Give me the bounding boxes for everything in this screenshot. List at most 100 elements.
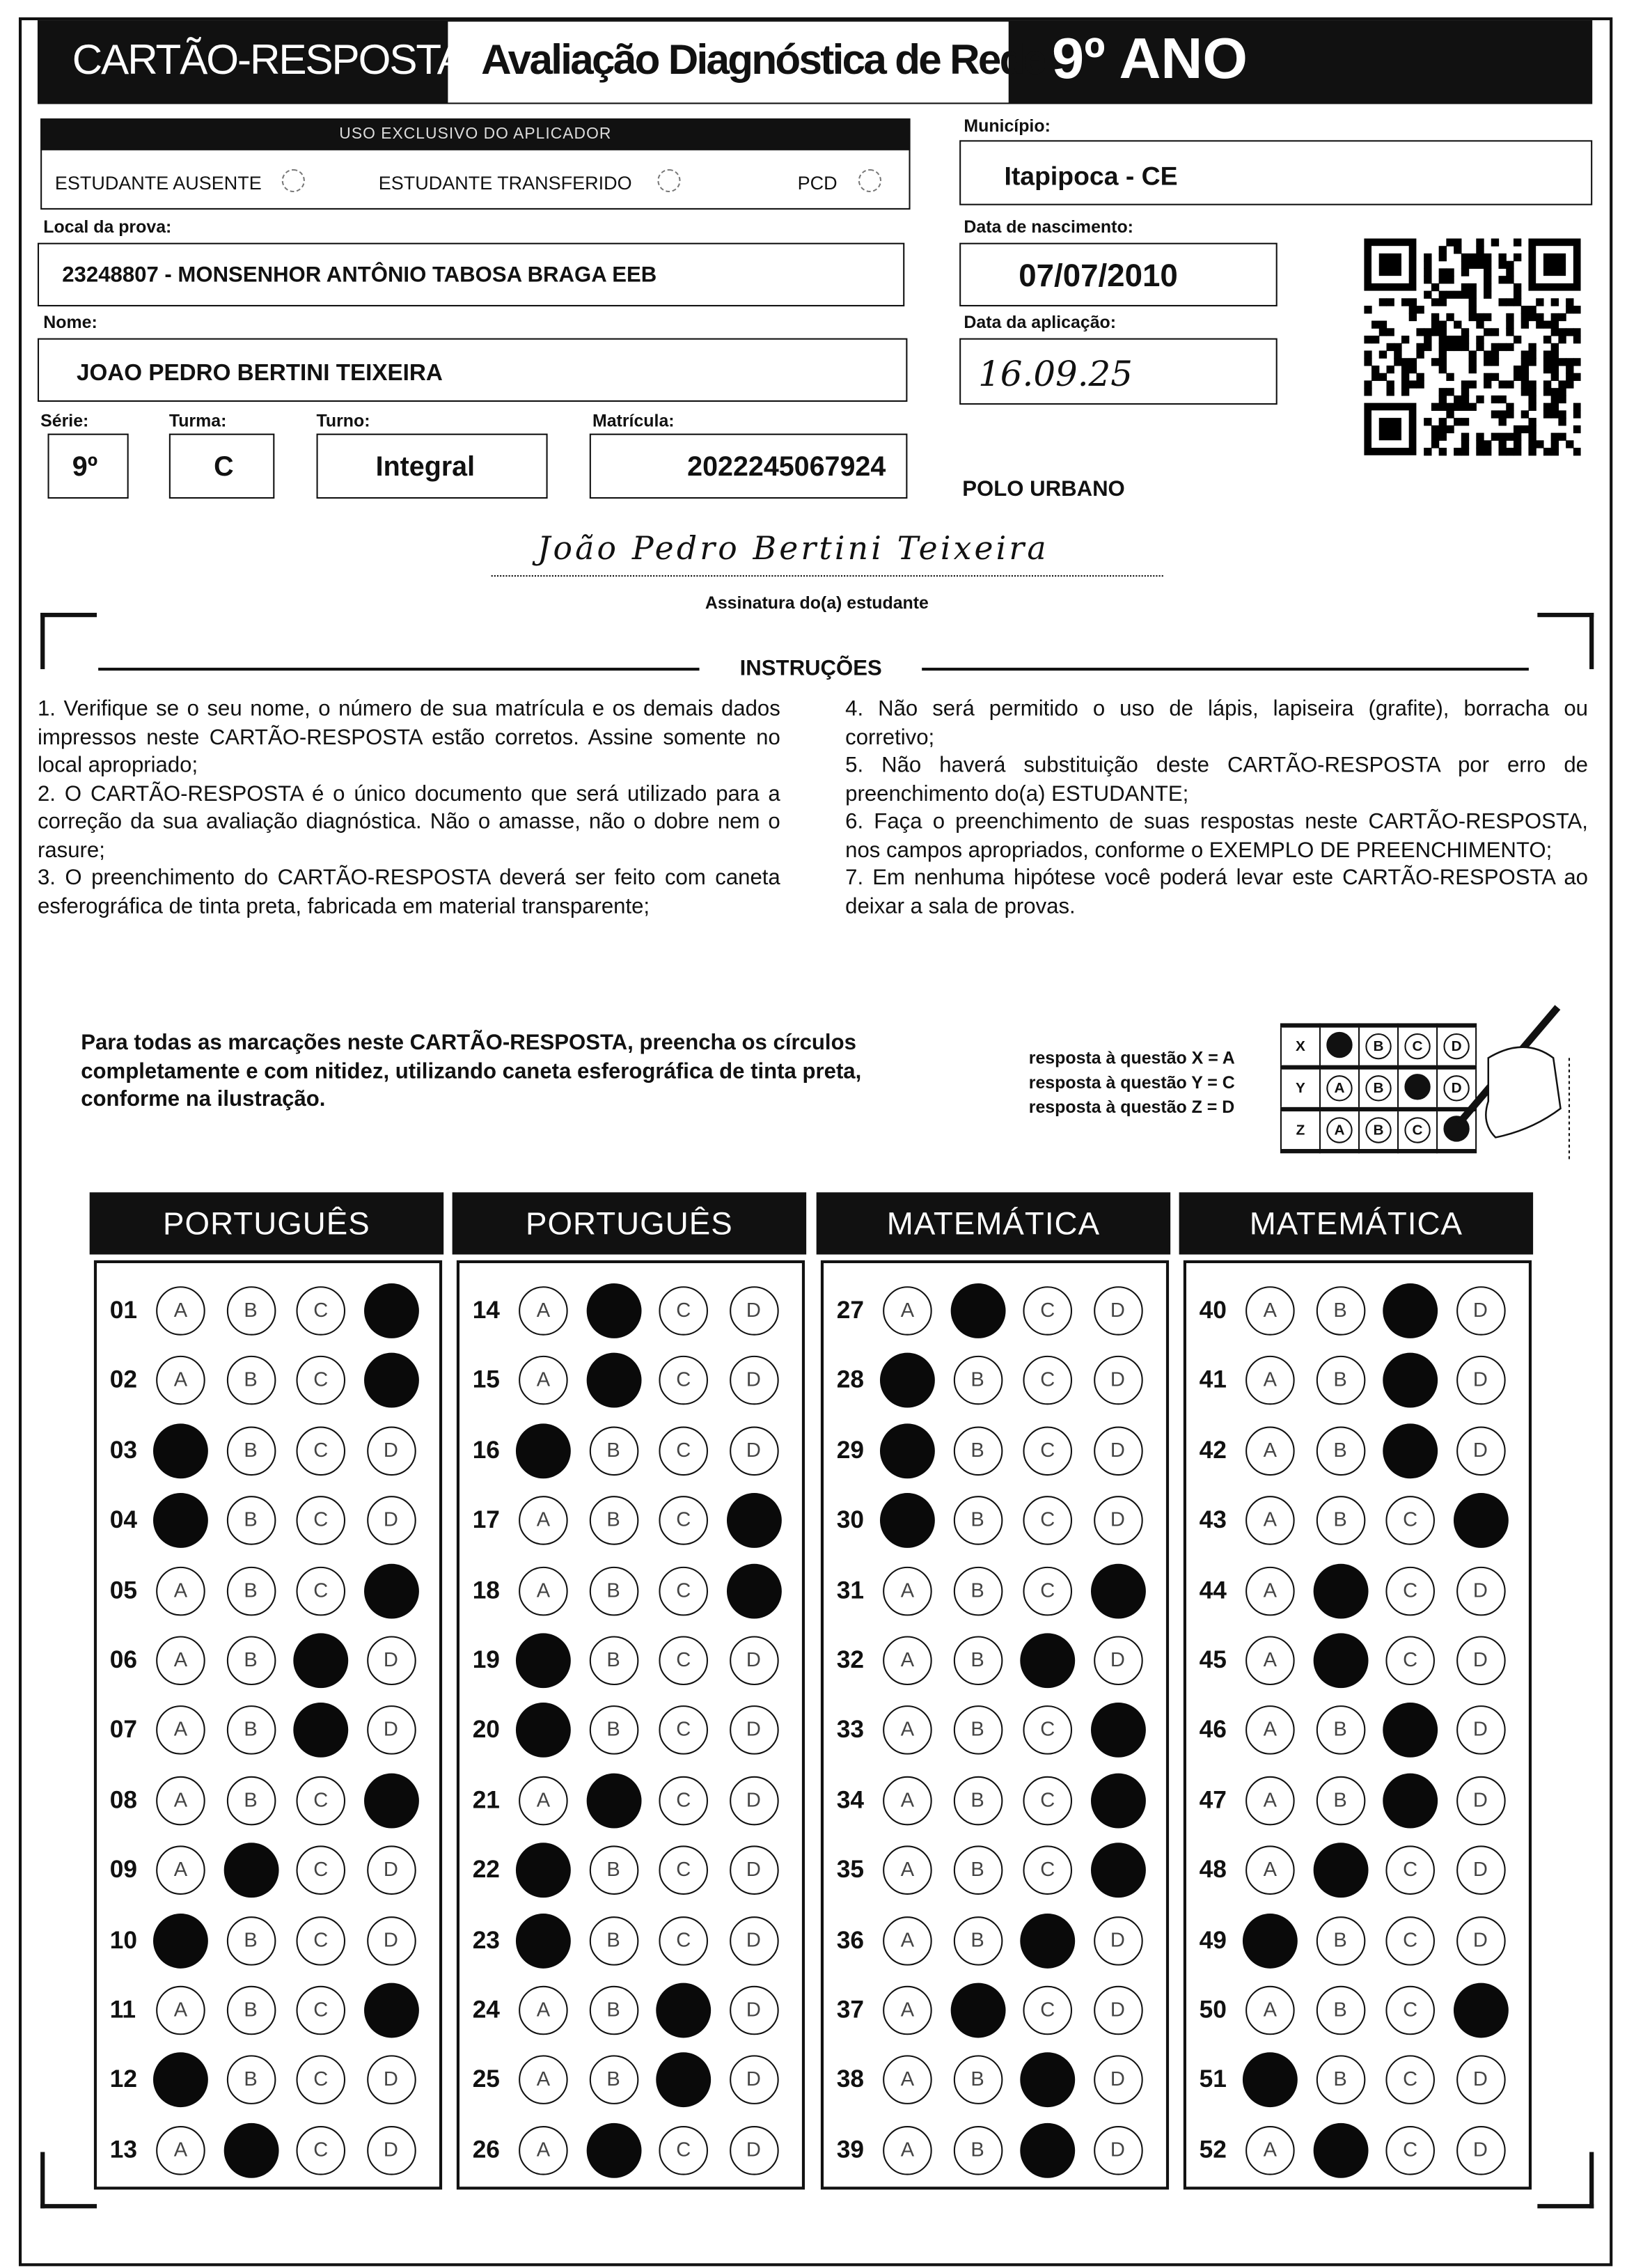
answer-bubble-b[interactable]: B <box>1315 1705 1365 1755</box>
answer-bubble-d[interactable]: D <box>366 1426 416 1476</box>
answer-bubble-b-marked[interactable] <box>950 1283 1005 1338</box>
answer-bubble-d[interactable]: D <box>366 1916 416 1965</box>
answer-bubble-c[interactable]: C <box>296 1286 346 1336</box>
answer-bubble-a-marked[interactable] <box>879 1353 935 1409</box>
answer-bubble-c[interactable]: C <box>1023 1286 1073 1336</box>
answer-bubble-a[interactable]: A <box>519 1356 568 1406</box>
answer-bubble-d[interactable]: D <box>729 1286 778 1336</box>
answer-bubble-a[interactable]: A <box>156 1985 205 2035</box>
answer-bubble-d[interactable]: D <box>1093 1356 1142 1406</box>
answer-bubble-d[interactable]: D <box>729 1845 778 1895</box>
answer-bubble-c[interactable]: C <box>296 1426 346 1476</box>
answer-bubble-d[interactable]: D <box>729 1636 778 1686</box>
answer-bubble-c[interactable]: C <box>1385 1496 1435 1546</box>
answer-bubble-d[interactable]: D <box>1456 1286 1505 1336</box>
answer-bubble-b[interactable]: B <box>226 1286 276 1336</box>
answer-bubble-a-marked[interactable] <box>515 1913 571 1968</box>
answer-bubble-a[interactable]: A <box>883 2056 932 2105</box>
answer-bubble-b-marked[interactable] <box>1312 1563 1368 1618</box>
answer-bubble-a[interactable]: A <box>1245 2125 1295 2175</box>
answer-bubble-b[interactable]: B <box>588 1426 638 1476</box>
answer-bubble-d-marked[interactable] <box>725 1493 781 1549</box>
answer-bubble-b[interactable]: B <box>226 1985 276 2035</box>
answer-bubble-d[interactable]: D <box>729 2056 778 2105</box>
answer-bubble-c-marked[interactable] <box>656 2053 712 2108</box>
answer-bubble-d[interactable]: D <box>729 1985 778 2035</box>
answer-bubble-b[interactable]: B <box>226 1496 276 1546</box>
answer-bubble-d[interactable]: D <box>1093 2125 1142 2175</box>
answer-bubble-d[interactable]: D <box>729 1426 778 1476</box>
absent-bubble[interactable] <box>281 169 305 193</box>
answer-bubble-b[interactable]: B <box>952 2056 1003 2105</box>
answer-bubble-a[interactable]: A <box>883 1776 932 1825</box>
answer-bubble-b[interactable]: B <box>588 1916 638 1965</box>
answer-bubble-c[interactable]: C <box>659 1426 708 1476</box>
answer-bubble-a[interactable]: A <box>1245 1496 1295 1546</box>
answer-bubble-a[interactable]: A <box>156 1845 205 1895</box>
answer-bubble-d[interactable]: D <box>366 2125 416 2175</box>
answer-bubble-d[interactable]: D <box>1093 1636 1142 1686</box>
answer-bubble-a[interactable]: A <box>883 1636 932 1686</box>
answer-bubble-d-marked[interactable] <box>363 1563 418 1618</box>
answer-bubble-d-marked[interactable] <box>1090 1703 1145 1758</box>
answer-bubble-c[interactable]: C <box>1385 1636 1435 1686</box>
answer-bubble-d[interactable]: D <box>366 1845 416 1895</box>
answer-bubble-c-marked[interactable] <box>1383 1773 1438 1829</box>
answer-bubble-a-marked[interactable] <box>1242 2053 1298 2108</box>
answer-bubble-b-marked[interactable] <box>1312 1843 1368 1898</box>
answer-bubble-d[interactable]: D <box>1456 1636 1505 1686</box>
answer-bubble-c-marked[interactable] <box>293 1633 349 1689</box>
answer-bubble-b[interactable]: B <box>952 1776 1003 1825</box>
answer-bubble-b[interactable]: B <box>1315 2056 1365 2105</box>
answer-bubble-a-marked[interactable] <box>153 2053 208 2108</box>
answer-bubble-c[interactable]: C <box>1023 1426 1073 1476</box>
answer-bubble-d[interactable]: D <box>1456 2125 1505 2175</box>
answer-bubble-c[interactable]: C <box>659 2125 708 2175</box>
answer-bubble-d[interactable]: D <box>1456 2056 1505 2105</box>
answer-bubble-c[interactable]: C <box>1385 1565 1435 1616</box>
answer-bubble-d[interactable]: D <box>1456 1845 1505 1895</box>
answer-bubble-b[interactable]: B <box>952 1496 1003 1546</box>
answer-bubble-d[interactable]: D <box>729 1705 778 1755</box>
answer-bubble-a[interactable]: A <box>1245 1845 1295 1895</box>
answer-bubble-d[interactable]: D <box>729 1776 778 1825</box>
answer-bubble-c[interactable]: C <box>659 1916 708 1965</box>
answer-bubble-d[interactable]: D <box>1456 1916 1505 1965</box>
answer-bubble-c[interactable]: C <box>296 1845 346 1895</box>
answer-bubble-a[interactable]: A <box>1245 1636 1295 1686</box>
answer-bubble-b-marked[interactable] <box>223 1843 278 1898</box>
answer-bubble-b[interactable]: B <box>226 1565 276 1616</box>
answer-bubble-c[interactable]: C <box>296 1496 346 1546</box>
answer-bubble-a-marked[interactable] <box>153 1913 208 1968</box>
answer-bubble-b[interactable]: B <box>226 1426 276 1476</box>
answer-bubble-c[interactable]: C <box>1023 1356 1073 1406</box>
answer-bubble-c[interactable]: C <box>1385 1845 1435 1895</box>
answer-bubble-a-marked[interactable] <box>153 1423 208 1478</box>
answer-bubble-b[interactable]: B <box>588 1705 638 1755</box>
answer-bubble-c[interactable]: C <box>659 1845 708 1895</box>
answer-bubble-c-marked[interactable] <box>1383 1353 1438 1409</box>
answer-bubble-d[interactable]: D <box>1093 2056 1142 2105</box>
answer-bubble-b[interactable]: B <box>1315 1985 1365 2035</box>
answer-bubble-c[interactable]: C <box>1023 1985 1073 2035</box>
answer-bubble-d[interactable]: D <box>1093 1985 1142 2035</box>
answer-bubble-b[interactable]: B <box>1315 1426 1365 1476</box>
answer-bubble-a[interactable]: A <box>883 1916 932 1965</box>
answer-bubble-c[interactable]: C <box>296 2056 346 2105</box>
answer-bubble-a-marked[interactable] <box>515 1633 571 1689</box>
answer-bubble-a[interactable]: A <box>883 1985 932 2035</box>
answer-bubble-b[interactable]: B <box>226 1636 276 1686</box>
answer-bubble-b-marked[interactable] <box>1312 1633 1368 1689</box>
answer-bubble-c[interactable]: C <box>1385 1916 1435 1965</box>
answer-bubble-d-marked[interactable] <box>1090 1843 1145 1898</box>
answer-bubble-a-marked[interactable] <box>515 1703 571 1758</box>
answer-bubble-c[interactable]: C <box>1023 1845 1073 1895</box>
answer-bubble-c[interactable]: C <box>296 1916 346 1965</box>
answer-bubble-c[interactable]: C <box>659 1356 708 1406</box>
answer-bubble-b[interactable]: B <box>952 1426 1003 1476</box>
answer-bubble-a-marked[interactable] <box>515 1843 571 1898</box>
answer-bubble-a[interactable]: A <box>519 2125 568 2175</box>
answer-bubble-d[interactable]: D <box>729 2125 778 2175</box>
answer-bubble-a[interactable]: A <box>883 1845 932 1895</box>
answer-bubble-c[interactable]: C <box>296 1776 346 1825</box>
